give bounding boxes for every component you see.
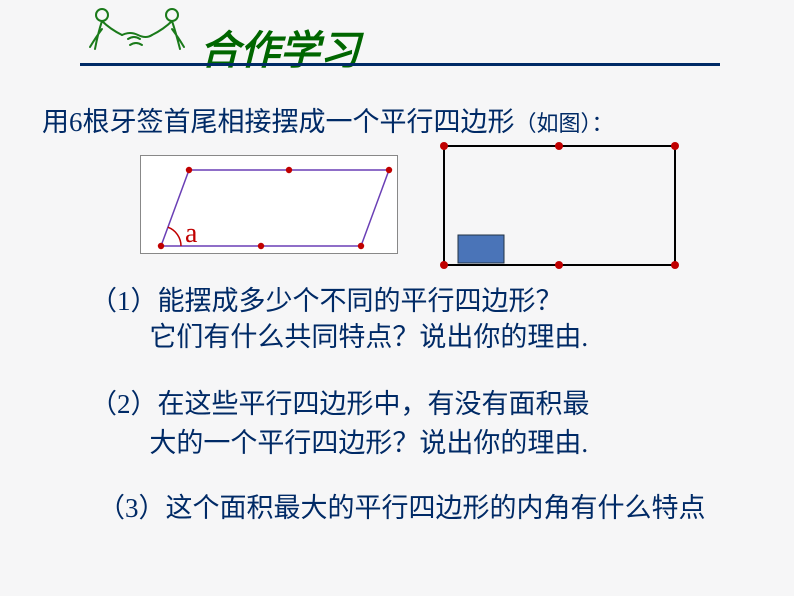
figure-area: a xyxy=(140,150,700,270)
angle-label: a xyxy=(185,218,197,250)
rectangle-figure xyxy=(440,142,679,269)
question-3: （3）这个面积最大的平行四边形的内角有什么特点 xyxy=(98,490,706,526)
q3-line1: 这个面积最大的平行四边形的内角有什么特点 xyxy=(166,493,706,523)
question-2: （2）在这些平行四边形中，有没有面积最 大的一个平行四边形？说出你的理由. xyxy=(90,385,590,463)
q1-num: （1） xyxy=(90,286,158,316)
q2-line1: 在这些平行四边形中，有没有面积最 xyxy=(158,389,590,419)
parallelogram-figure: a xyxy=(140,155,398,254)
handshake-icon xyxy=(80,5,195,61)
q1-line2: 它们有什么共同特点？说出你的理由. xyxy=(149,322,588,352)
intro-text: 用6根牙签首尾相接摆成一个平行四边形（如图）： xyxy=(42,100,614,139)
q3-num: （3） xyxy=(98,493,166,523)
header-underline xyxy=(80,63,720,66)
intro-main: 用6根牙签首尾相接摆成一个平行四边形 xyxy=(42,107,515,137)
q1-line1: 能摆成多少个不同的平行四边形？ xyxy=(158,286,563,316)
q2-num: （2） xyxy=(90,389,158,419)
intro-suffix: （如图）： xyxy=(515,111,614,136)
q2-line2: 大的一个平行四边形？说出你的理由. xyxy=(149,428,588,458)
header-title: 合作学习 xyxy=(200,18,360,76)
header: 合作学习 xyxy=(80,15,720,75)
question-1: （1）能摆成多少个不同的平行四边形？ 它们有什么共同特点？说出你的理由. xyxy=(90,283,588,356)
